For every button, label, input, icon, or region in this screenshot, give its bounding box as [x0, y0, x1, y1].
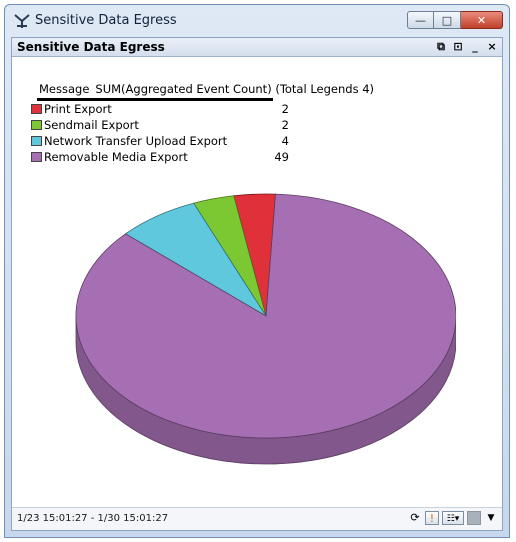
maximize-button[interactable]: □	[434, 11, 461, 29]
legend-swatch	[31, 152, 42, 162]
legend-value: 49	[274, 150, 289, 164]
panel-client: Sensitive Data Egress ⧉ ⊡ _ × Message SUM…	[11, 37, 503, 531]
legend-label: Network Transfer Upload Export	[44, 134, 228, 148]
legend-swatch	[31, 104, 42, 114]
warning-icon[interactable]: !	[425, 511, 439, 525]
window-title: Sensitive Data Egress	[35, 13, 177, 28]
legend-item[interactable]: Print Export 2	[31, 102, 289, 117]
panel-title: Sensitive Data Egress	[17, 40, 165, 54]
app-window: Sensitive Data Egress — □ ✕ Sensitive Da…	[4, 4, 510, 538]
panel-controls: ⧉ ⊡ _ ×	[435, 39, 498, 54]
minimize-panel-icon[interactable]: _	[472, 40, 478, 53]
pie-slice[interactable]	[75, 193, 456, 439]
legend-swatch	[31, 120, 42, 130]
settings-icon[interactable]	[467, 511, 481, 525]
legend-header-message: Message	[39, 82, 90, 96]
legend-item[interactable]: Removable Media Export 49	[31, 150, 289, 165]
legend-value: 2	[281, 118, 289, 132]
time-range-label: 1/23 15:01:27 - 1/30 15:01:27	[17, 513, 169, 524]
close-icon: ✕	[476, 13, 487, 27]
legend-item[interactable]: Network Transfer Upload Export 4	[31, 134, 289, 149]
refresh-icon[interactable]: ⟳	[410, 511, 420, 524]
legend-header: Message SUM(Aggregated Event Count) (Tota…	[39, 82, 374, 96]
dropdown-icon[interactable]: ▼	[487, 513, 495, 523]
view-options-icon[interactable]: ☷▾	[442, 511, 464, 525]
legend-item[interactable]: Sendmail Export 2	[31, 118, 289, 133]
close-button[interactable]: ✕	[461, 11, 503, 29]
status-toolbar: ⟳ ! ☷▾ ▼	[408, 511, 498, 525]
minimize-icon: —	[415, 13, 426, 27]
restore-panel-icon[interactable]: ⊡	[453, 40, 463, 53]
close-panel-icon[interactable]: ×	[487, 40, 497, 53]
minimize-button[interactable]: —	[407, 11, 434, 29]
legend-label: Sendmail Export	[44, 118, 139, 132]
app-icon	[14, 14, 30, 28]
pie-chart	[75, 193, 456, 465]
window-titlebar[interactable]: Sensitive Data Egress — □ ✕	[5, 5, 509, 37]
status-bar: 1/23 15:01:27 - 1/30 15:01:27 ⟳ ! ☷▾ ▼	[12, 507, 502, 530]
window-controls: — □ ✕	[407, 11, 503, 29]
chart-legend: Message SUM(Aggregated Event Count) (Tota…	[31, 82, 374, 165]
legend-value: 4	[281, 134, 289, 148]
maximize-icon: □	[441, 13, 453, 27]
detach-panel-icon[interactable]: ⧉	[437, 39, 445, 53]
legend-swatch	[31, 136, 42, 146]
legend-header-sum: SUM(Aggregated Event Count) (Total Legen…	[95, 82, 375, 96]
legend-label: Print Export	[44, 102, 112, 116]
legend-value: 2	[281, 102, 289, 116]
legend-label: Removable Media Export	[44, 150, 188, 164]
legend-divider	[37, 98, 273, 101]
panel-header: Sensitive Data Egress ⧉ ⊡ _ ×	[12, 38, 502, 57]
